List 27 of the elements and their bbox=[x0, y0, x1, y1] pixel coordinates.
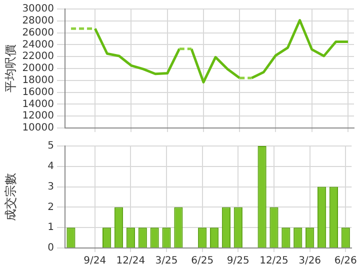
x-tick-label: 3/25 bbox=[155, 256, 178, 267]
y-tick-label: 1 bbox=[48, 222, 54, 234]
y-tick-label: 30000 bbox=[22, 4, 54, 15]
y-axis-title: 平均呎價 bbox=[3, 44, 18, 92]
y-tick-label: 2 bbox=[48, 202, 54, 213]
y-tick-label: 26000 bbox=[22, 27, 54, 38]
y-tick-label: 18000 bbox=[22, 74, 54, 86]
y-tick-label: 5 bbox=[48, 140, 54, 152]
x-tick-label: 12/25 bbox=[260, 256, 288, 267]
x-tick-label: 9/24 bbox=[84, 256, 106, 267]
x-tick-label: 3/26 bbox=[298, 256, 322, 267]
y-tick-label: 20000 bbox=[22, 63, 54, 74]
y-tick-label: 0 bbox=[48, 242, 54, 254]
y-tick-label: 4 bbox=[48, 160, 54, 172]
y-tick-label: 12000 bbox=[22, 110, 54, 122]
y-tick-label: 3 bbox=[48, 181, 54, 192]
x-tick-label: 6/25 bbox=[191, 256, 214, 267]
x-tick-label: 9/25 bbox=[226, 256, 250, 267]
y-axis-title: 成交宗數 bbox=[3, 173, 18, 221]
y-tick-label: 10000 bbox=[22, 122, 54, 134]
y-tick-label: 14000 bbox=[22, 98, 54, 110]
y-tick-label: 16000 bbox=[22, 86, 54, 98]
y-tick-label: 22000 bbox=[22, 51, 54, 62]
x-tick-label: 12/24 bbox=[116, 256, 146, 267]
y-tick-label: 28000 bbox=[22, 15, 54, 26]
y-tick-label: 24000 bbox=[22, 39, 54, 50]
x-tick-label: 6/26 bbox=[334, 256, 357, 267]
